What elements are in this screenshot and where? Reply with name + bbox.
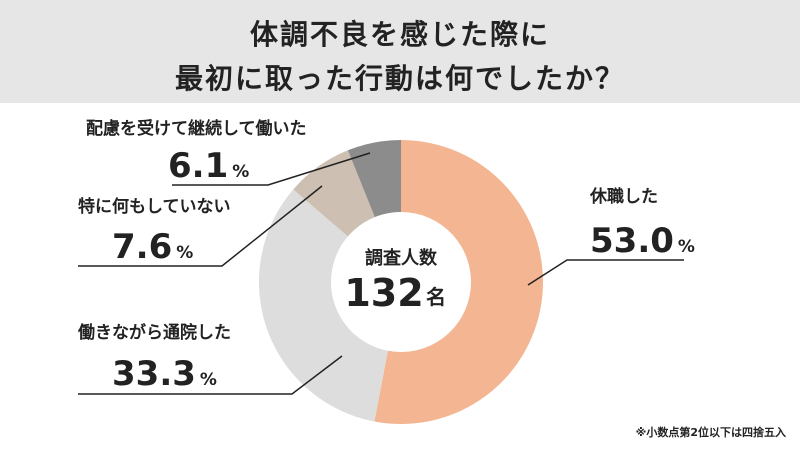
title-line-1: 体調不良を感じた際に bbox=[249, 18, 550, 51]
slice-value-0: 53.0% bbox=[590, 221, 695, 261]
slice-label-2: 特に何もしていない bbox=[78, 196, 231, 217]
slice-labels: 休職した 53.0 % 働きながら通院した 33.3 % 特に何もしていない 7.6 % 配慮を受… bbox=[77, 118, 695, 394]
slice-label-3: 配慮を受けて継続して働いた bbox=[86, 118, 307, 139]
slice-value-3: 6.1% bbox=[168, 146, 249, 186]
slice-2 bbox=[293, 150, 375, 237]
slice-value-2: 7.6% bbox=[112, 227, 193, 267]
slice-label-0: 休職した bbox=[589, 186, 658, 207]
title-line-2: 最初に取った行動は何でしたか？ bbox=[174, 62, 625, 95]
title-band: 体調不良を感じた際に 最初に取った行動は何でしたか？ bbox=[0, 0, 800, 103]
slice-1 bbox=[259, 189, 388, 422]
center-label: 調査人数 bbox=[365, 247, 438, 269]
slice-label-1: 働きながら通院した bbox=[77, 322, 231, 343]
slice-3 bbox=[347, 140, 401, 218]
leader-line-2 bbox=[78, 185, 323, 267]
leader-line-0 bbox=[527, 259, 684, 286]
center-value: 132 bbox=[344, 271, 423, 315]
slice-0 bbox=[374, 140, 543, 424]
center-unit: 名 bbox=[426, 285, 446, 309]
slice-value-1: 33.3% bbox=[112, 354, 217, 394]
leader-lines bbox=[78, 152, 684, 395]
donut-slices bbox=[259, 140, 543, 424]
leader-line-3 bbox=[172, 152, 371, 186]
rounding-note: ※小数点第2位以下は四捨五入 bbox=[635, 426, 786, 439]
leader-line-1 bbox=[78, 355, 343, 395]
